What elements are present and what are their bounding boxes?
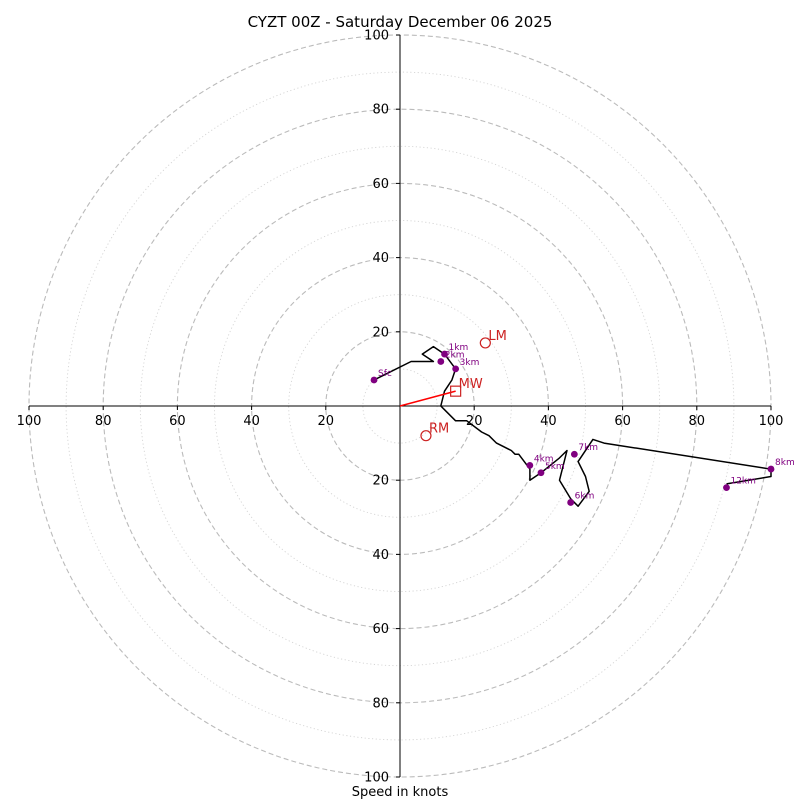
x-tick-label: 80 xyxy=(689,414,706,429)
y-tick-label: 80 xyxy=(372,696,389,711)
storm-motion-circle xyxy=(479,337,491,349)
x-tick-label: 100 xyxy=(759,414,784,429)
height-marker-label: 2km xyxy=(445,350,465,360)
y-tick-label: 100 xyxy=(364,29,389,44)
height-marker-dot xyxy=(526,461,534,469)
tick-labels: 100 80 60 40 20 20 40 60 80 100 100 80 60 40 20 20 40 60 8… xyxy=(17,29,784,786)
x-tick-label: 40 xyxy=(540,414,557,429)
y-tick-label: 40 xyxy=(372,548,389,563)
height-marker-dot xyxy=(437,358,445,365)
storm-motion-label: RM xyxy=(429,422,449,437)
x-tick-label: 20 xyxy=(318,414,335,429)
height-marker-label: 6km xyxy=(575,491,595,501)
height-marker-dot xyxy=(537,469,545,477)
y-tick-label: 60 xyxy=(372,177,389,192)
height-marker-label: 8km xyxy=(775,458,795,468)
height-marker-dot xyxy=(452,365,460,373)
height-marker-dot xyxy=(723,484,730,492)
height-marker-label: 3km xyxy=(460,358,480,368)
y-tick-label: 20 xyxy=(372,325,389,340)
y-tick-label: 80 xyxy=(372,103,389,118)
x-axis-label: Speed in knots xyxy=(352,785,449,800)
height-marker-dot xyxy=(370,376,378,384)
height-marker-dot xyxy=(570,450,578,458)
hodograph-profile xyxy=(373,345,772,507)
y-tick-label: 60 xyxy=(372,622,389,637)
height-marker-dot xyxy=(567,499,575,506)
wind-profile-line xyxy=(373,345,772,507)
storm-motion-square xyxy=(450,385,462,397)
height-marker-label: Sfc xyxy=(378,369,392,379)
chart-title: CYZT 00Z - Saturday December 06 2025 xyxy=(248,13,553,31)
height-marker-label: 1km xyxy=(449,343,469,353)
height-marker-label: 4km xyxy=(534,454,554,464)
y-tick-label: 100 xyxy=(364,771,389,786)
height-marker-label: 7km xyxy=(578,443,598,453)
y-tick-label: 20 xyxy=(372,474,389,489)
x-tick-label: 20 xyxy=(466,414,483,429)
x-tick-label: 80 xyxy=(95,414,112,429)
height-marker-label: 12km xyxy=(730,477,755,487)
x-tick-label: 60 xyxy=(614,414,631,429)
mean-wind-vector xyxy=(399,390,456,407)
height-marker-label: 5km xyxy=(545,462,565,472)
x-tick-label: 100 xyxy=(17,414,42,429)
height-marker-dot xyxy=(767,465,775,473)
height-marker-dot xyxy=(441,350,448,358)
storm-motion-label: MW xyxy=(459,377,483,392)
x-tick-label: 60 xyxy=(169,414,186,429)
storm-motion-label: LM xyxy=(488,329,506,344)
storm-motion-circle xyxy=(420,430,432,442)
storm-motion-markers: LM RM MW xyxy=(420,329,507,442)
y-tick-label: 40 xyxy=(372,251,389,266)
x-tick-label: 40 xyxy=(243,414,260,429)
